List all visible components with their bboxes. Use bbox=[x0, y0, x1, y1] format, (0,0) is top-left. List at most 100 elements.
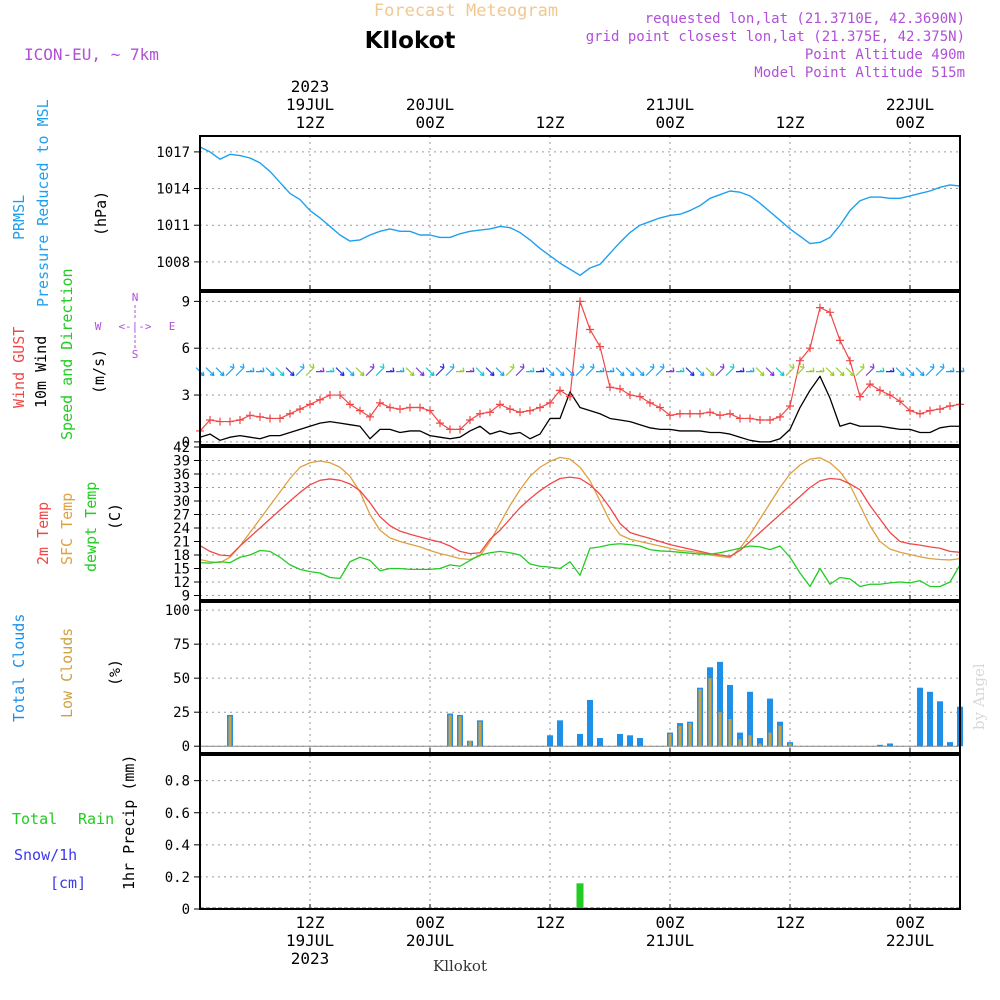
wind-direction-arrow bbox=[835, 367, 845, 377]
gust-marker bbox=[396, 405, 404, 414]
low-cloud-bar bbox=[768, 732, 772, 747]
gust-marker bbox=[446, 425, 454, 434]
wind-direction-arrow bbox=[445, 363, 455, 377]
gust-marker bbox=[586, 325, 594, 334]
gust-marker bbox=[296, 405, 304, 414]
wind-direction-arrow bbox=[946, 367, 955, 373]
wind-direction-arrow bbox=[746, 367, 755, 373]
wind-direction-arrow bbox=[536, 367, 545, 373]
wind-direction-arrow bbox=[435, 363, 445, 377]
top-time-label: 19JUL bbox=[286, 95, 334, 114]
top-time-label: 00Z bbox=[896, 113, 925, 132]
ytick-label-clouds: 50 bbox=[173, 671, 190, 687]
wind-direction-arrow bbox=[825, 367, 835, 377]
low-cloud-bar bbox=[778, 725, 782, 747]
gust-marker bbox=[676, 409, 684, 418]
gust-marker bbox=[376, 398, 384, 407]
wind-direction-arrow bbox=[415, 367, 425, 377]
ytick-label-temperature: 33 bbox=[173, 481, 190, 497]
wind-direction-arrow bbox=[355, 367, 365, 377]
label-rain: Rain bbox=[78, 810, 114, 828]
total-cloud-bar bbox=[637, 738, 643, 747]
gust-marker bbox=[786, 401, 794, 410]
label-dewpt-temp: dewpt Temp bbox=[82, 482, 100, 572]
wind-direction-arrow bbox=[755, 367, 765, 377]
gust-marker bbox=[256, 412, 264, 421]
gust-marker bbox=[406, 403, 414, 412]
bottom-time-label: 21JUL bbox=[646, 931, 694, 950]
wind-direction-arrow bbox=[736, 367, 745, 373]
low-cloud-bar bbox=[738, 739, 742, 747]
top-time-label: 21JUL bbox=[646, 95, 694, 114]
wind-direction-arrow bbox=[895, 367, 905, 377]
total-cloud-bar bbox=[937, 701, 943, 747]
gust-marker bbox=[306, 400, 314, 409]
gust-marker bbox=[826, 308, 834, 317]
wind-direction-arrow bbox=[785, 363, 795, 377]
wind-direction-arrow bbox=[685, 367, 695, 377]
total-cloud-bar bbox=[917, 687, 923, 747]
gust-marker bbox=[896, 397, 904, 406]
gust-marker bbox=[356, 406, 364, 415]
panel-clouds: 0 25 50 75 100 bbox=[165, 602, 963, 755]
wind-direction-arrow bbox=[235, 363, 245, 377]
wind-direction-arrow bbox=[505, 363, 515, 377]
panel-border-precip bbox=[199, 754, 961, 910]
gust-marker bbox=[516, 408, 524, 417]
top-time-label: 2023 bbox=[291, 77, 330, 96]
bottom-time-label: 12Z bbox=[296, 913, 325, 932]
total-cloud-bar bbox=[617, 733, 623, 747]
wind-direction-arrow bbox=[215, 367, 225, 377]
label-total-clouds: Total Clouds bbox=[10, 614, 28, 722]
wind-direction-arrow bbox=[695, 367, 705, 377]
ytick-label-temperature: 42 bbox=[173, 440, 190, 456]
label-wind-gust: Wind GUST bbox=[10, 327, 28, 408]
gridpoint-coords: grid point closest lon,lat (21.375E, 42.… bbox=[586, 29, 965, 45]
wind-direction-arrow bbox=[205, 367, 215, 377]
total-cloud-bar bbox=[727, 684, 733, 747]
ytick-label-wind: 0 bbox=[182, 435, 190, 451]
location-title: Kllokot bbox=[365, 28, 456, 54]
total-cloud-bar bbox=[557, 720, 563, 747]
ytick-label-wind: 9 bbox=[182, 294, 190, 310]
ytick-label-pressure: 1008 bbox=[156, 255, 190, 271]
ytick-label-temperature: 9 bbox=[182, 589, 190, 605]
label-celsius: (C) bbox=[106, 503, 124, 530]
rain-bar bbox=[576, 883, 584, 909]
total-cloud-bar bbox=[947, 742, 953, 747]
total-cloud-bar bbox=[877, 744, 883, 747]
ytick-label-precip: 0.2 bbox=[165, 870, 190, 886]
ytick-label-clouds: 0 bbox=[182, 739, 190, 755]
gust-marker bbox=[626, 391, 634, 400]
wind-direction-arrow bbox=[615, 367, 625, 377]
top-time-label: 20JUL bbox=[406, 95, 454, 114]
total-cloud-bar bbox=[627, 735, 633, 747]
gust-marker bbox=[856, 392, 864, 401]
low-cloud-bar bbox=[228, 716, 232, 747]
gust-marker bbox=[616, 384, 624, 393]
sfc-temp-line bbox=[199, 456, 961, 564]
total-cloud-bar bbox=[737, 732, 743, 747]
ytick-label-precip: 0.4 bbox=[165, 838, 190, 854]
gust-marker bbox=[656, 403, 664, 412]
wind-direction-arrow bbox=[526, 367, 535, 373]
gust-marker bbox=[506, 405, 514, 414]
ytick-label-temperature: 30 bbox=[173, 494, 190, 510]
wind-direction-arrow bbox=[405, 367, 415, 377]
gust-marker bbox=[206, 416, 214, 425]
gust-marker bbox=[756, 416, 764, 425]
wind-direction-arrow bbox=[635, 367, 645, 377]
wind-direction-arrow bbox=[365, 363, 375, 377]
wind-direction-arrow bbox=[345, 367, 355, 377]
gust-marker bbox=[496, 400, 504, 409]
wind-direction-arrow bbox=[256, 367, 265, 373]
wind-direction-arrow bbox=[265, 367, 275, 377]
panel-border-wind bbox=[199, 291, 961, 446]
low-cloud-bar bbox=[668, 733, 672, 747]
label-pressure-msl: Pressure Reduced to MSL bbox=[34, 99, 52, 307]
total-cloud-bar bbox=[577, 733, 583, 747]
ytick-label-wind: 6 bbox=[182, 341, 190, 357]
low-cloud-bar bbox=[678, 725, 682, 747]
